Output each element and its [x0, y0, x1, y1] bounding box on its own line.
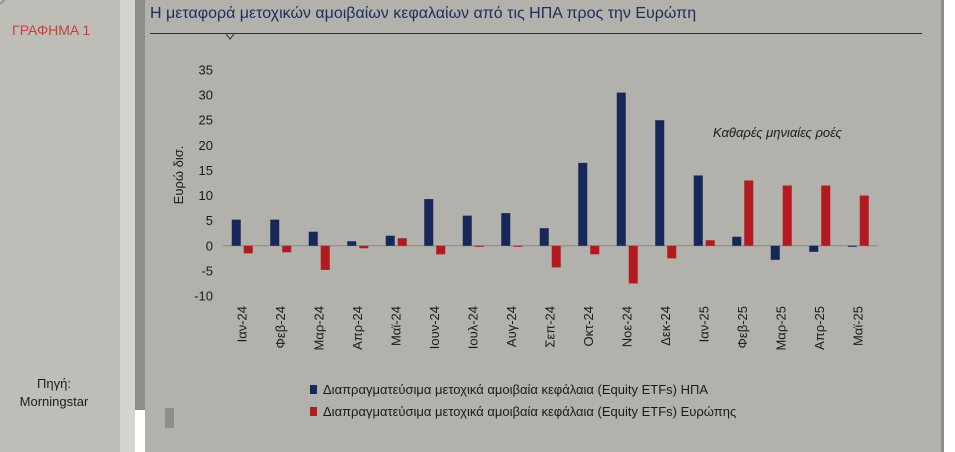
bar-europe [474, 245, 484, 247]
bar-europe [513, 245, 523, 247]
bar-chart: -10 -5 0 5 10 15 20 25 30 35 Ευρώ δισ. Ιαν-24 Φεβ-24… [171, 63, 878, 350]
x-tick-label: Ιουλ-24 [465, 306, 480, 349]
y-tick-label: 10 [199, 188, 213, 203]
title-rule [150, 33, 922, 34]
bar-europe [243, 245, 253, 254]
bar-us [347, 241, 357, 246]
bar-us [424, 199, 434, 246]
bar-us [693, 175, 703, 246]
title-pointer-icon [226, 34, 234, 40]
bar-europe [397, 238, 407, 246]
bar-us [231, 219, 241, 246]
bar-europe [551, 245, 561, 268]
right-margin [944, 0, 955, 452]
x-tick-label: Αυγ-24 [504, 306, 519, 347]
legend-item-europe: Διαπραγματεύσιμα μετοχικά αμοιβαία κεφάλ… [310, 400, 736, 422]
chart-title: Η μεταφορά μετοχικών αμοιβαίων κεφαλαίων… [150, 5, 697, 22]
y-tick-label: 20 [199, 138, 213, 153]
bar-us [732, 236, 742, 246]
x-tick-label: Ιαν-24 [234, 306, 249, 342]
bar-us [270, 219, 280, 246]
x-tick-label: Φεβ-24 [273, 306, 288, 348]
x-tick-label: Ιουν-24 [427, 306, 442, 349]
source-value: Morningstar [19, 394, 89, 409]
bar-europe [744, 180, 754, 246]
bar-us [847, 245, 857, 247]
legend-swatch-us [310, 384, 317, 394]
bar-us [770, 245, 780, 260]
bar-europe [705, 240, 715, 246]
y-tick-label: 25 [199, 113, 213, 128]
bar-us [578, 162, 588, 246]
x-tick-label: Φεβ-25 [735, 306, 750, 348]
panel-divider[interactable] [135, 0, 145, 410]
y-tick-label: -10 [194, 289, 213, 304]
x-tick-label: Μαρ-24 [311, 306, 326, 350]
bar-us [385, 235, 395, 246]
x-tick-label: Μαρ-25 [773, 306, 788, 350]
x-tick-label: Ιαν-25 [696, 306, 711, 342]
plot-area: -10 -5 0 5 10 15 20 25 30 35 Ευρώ δισ. Ιαν-24 Φεβ-24… [171, 63, 878, 350]
bar-us [655, 120, 665, 246]
legend-item-us: Διαπραγματεύσιμα μετοχικά αμοιβαία κεφάλ… [310, 378, 736, 400]
bar-us [501, 213, 511, 246]
bar-europe [436, 245, 446, 255]
figure-label: ΓΡΑΦΗΜΑ 1 [12, 22, 91, 38]
bar-europe [590, 245, 600, 255]
legend: Διαπραγματεύσιμα μετοχικά αμοιβαία κεφάλ… [310, 378, 736, 422]
x-tick-label: Δεκ-24 [658, 306, 673, 346]
y-tick-label: 15 [199, 163, 213, 178]
source-label: Πηγή: [37, 376, 71, 391]
x-tick-label: Απρ-24 [350, 306, 365, 350]
y-tick-label: 0 [206, 238, 213, 253]
y-tick-label: -5 [201, 263, 213, 278]
x-tick-label: Οκτ-24 [581, 306, 596, 347]
bar-us [308, 231, 318, 246]
bar-us [462, 215, 472, 246]
x-tick-label: Νοε-24 [619, 306, 634, 347]
legend-label-europe: Διαπραγματεύσιμα μετοχικά αμοιβαία κεφάλ… [323, 403, 737, 419]
bar-us [809, 245, 819, 252]
bar-europe [859, 195, 869, 246]
x-tick-label: Απρ-25 [812, 306, 827, 350]
y-tick-label: 5 [206, 213, 213, 228]
y-tick-label: 30 [199, 88, 213, 103]
x-tick-label: Μαϊ-25 [850, 306, 865, 346]
y-axis-label: Ευρώ δισ. [171, 146, 186, 205]
bar-europe [282, 245, 292, 253]
bar-europe [821, 185, 831, 246]
bar-us [616, 92, 626, 246]
bar-us [539, 228, 549, 246]
bar-europe [628, 245, 638, 284]
left-panel: ΓΡΑΦΗΜΑ 1 Πηγή: Morningstar [0, 0, 120, 452]
bar-europe [359, 245, 369, 249]
bar-europe [782, 185, 792, 246]
bar-europe [320, 245, 330, 270]
x-tick-label: Σεπ-24 [542, 306, 557, 348]
x-tick-label: Μαϊ-24 [388, 306, 403, 346]
y-tick-label: 35 [199, 63, 213, 78]
circle-icon [0, 0, 5, 4]
legend-swatch-europe [310, 406, 317, 416]
legend-label-us: Διαπραγματεύσιμα μετοχικά αμοιβαία κεφάλ… [323, 381, 709, 397]
bar-europe [667, 245, 677, 259]
panel-divider-right[interactable] [941, 0, 944, 452]
source-note: Πηγή: Morningstar [0, 375, 108, 411]
scrollbar-thumb[interactable] [165, 408, 174, 428]
chart-annotation: Καθαρές μηνιαίες ροές [713, 125, 843, 140]
left-strip [120, 0, 135, 452]
